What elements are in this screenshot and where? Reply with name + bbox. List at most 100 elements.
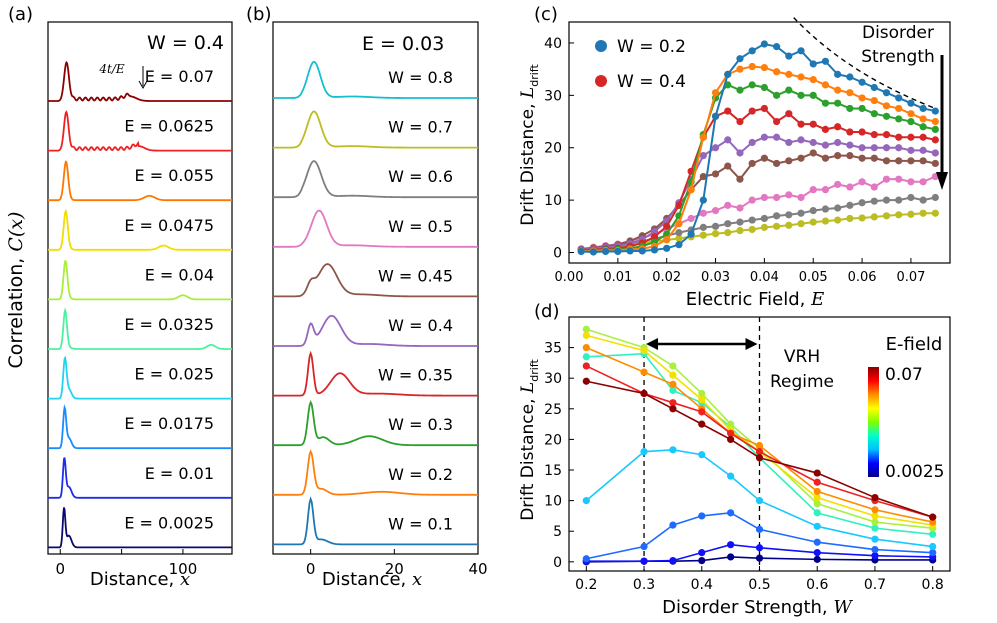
data-point bbox=[772, 43, 781, 51]
data-point bbox=[834, 180, 842, 189]
data-point bbox=[698, 556, 706, 565]
data-point bbox=[834, 123, 842, 131]
data-point bbox=[772, 222, 781, 230]
x-tick-label: 0.00 bbox=[555, 270, 584, 285]
data-point bbox=[698, 451, 706, 459]
data-point bbox=[907, 110, 915, 118]
series-label: W = 0.35 bbox=[378, 366, 453, 385]
data-point bbox=[931, 193, 939, 202]
data-point bbox=[809, 91, 817, 99]
data-point bbox=[760, 193, 768, 202]
data-point bbox=[882, 144, 891, 152]
data-point bbox=[882, 89, 891, 97]
series-label: E = 0.07 bbox=[145, 67, 214, 86]
series-line bbox=[273, 110, 478, 149]
data-point bbox=[931, 209, 939, 217]
data-point bbox=[650, 227, 659, 236]
data-point bbox=[931, 117, 939, 126]
y-axis-label: Drift Distance, Ldrift bbox=[518, 359, 541, 521]
data-point bbox=[711, 89, 720, 97]
series-line bbox=[48, 457, 232, 499]
y-tick-label: 10 bbox=[544, 193, 562, 209]
panel-b-header: E = 0.03 bbox=[362, 33, 444, 55]
data-point bbox=[931, 107, 939, 115]
data-point bbox=[785, 110, 793, 118]
legend-marker bbox=[595, 75, 607, 87]
data-point bbox=[919, 115, 927, 123]
data-point bbox=[785, 211, 793, 219]
data-point bbox=[809, 207, 817, 215]
x-tick-label: 0.7 bbox=[864, 577, 886, 593]
panel-d-letter: (d) bbox=[534, 301, 559, 322]
data-point bbox=[858, 94, 866, 102]
y-tick-label: 25 bbox=[544, 402, 562, 418]
data-point bbox=[736, 226, 744, 235]
data-point bbox=[785, 157, 793, 165]
data-point bbox=[882, 212, 891, 220]
data-point bbox=[602, 247, 610, 256]
colorbar-min-label: 0.0025 bbox=[885, 462, 944, 482]
data-point bbox=[919, 178, 927, 186]
data-point bbox=[772, 91, 781, 99]
data-point bbox=[760, 63, 768, 72]
data-point bbox=[711, 170, 720, 178]
series-label: E = 0.025 bbox=[135, 365, 215, 384]
data-point bbox=[882, 196, 891, 204]
data-point bbox=[871, 524, 879, 532]
series-line bbox=[48, 60, 232, 102]
data-point bbox=[727, 435, 735, 444]
data-point bbox=[895, 211, 903, 219]
x-tick-label: 0.02 bbox=[652, 270, 681, 285]
data-point bbox=[809, 76, 817, 84]
data-point bbox=[698, 512, 706, 520]
data-point bbox=[871, 512, 879, 520]
data-point bbox=[727, 472, 735, 480]
x-tick-label: 0.8 bbox=[922, 577, 944, 593]
series-line bbox=[48, 260, 232, 301]
data-point bbox=[663, 244, 671, 252]
colorbar-title: E-field bbox=[886, 334, 943, 355]
series-label: E = 0.0175 bbox=[124, 414, 214, 433]
data-point bbox=[895, 115, 903, 123]
series-line bbox=[273, 209, 478, 248]
y-tick-label: 30 bbox=[544, 88, 562, 104]
series-line bbox=[273, 400, 478, 447]
x-tick-label: 100 bbox=[169, 560, 198, 578]
data-point bbox=[797, 209, 805, 217]
x-tick-label: 0.05 bbox=[799, 270, 828, 285]
data-point bbox=[929, 530, 937, 538]
data-point bbox=[858, 104, 866, 113]
data-point bbox=[687, 214, 695, 223]
data-point bbox=[846, 141, 854, 149]
data-point bbox=[882, 157, 891, 165]
x-tick-label: 0.5 bbox=[748, 577, 770, 593]
x-axis-label: Electric Field, E bbox=[686, 289, 825, 310]
y-axis-label: Drift Distance, Ldrift bbox=[518, 64, 541, 226]
y-tick-label: 30 bbox=[544, 371, 562, 387]
data-point bbox=[699, 172, 707, 181]
data-point bbox=[748, 81, 756, 89]
x-tick-label: 0.06 bbox=[848, 270, 877, 285]
data-point bbox=[724, 107, 732, 115]
series-label: W = 0.7 bbox=[388, 118, 453, 137]
y-tick-label: 0 bbox=[553, 555, 562, 571]
data-point bbox=[846, 73, 854, 81]
y-tick-label: 5 bbox=[553, 524, 562, 540]
data-point bbox=[931, 125, 939, 134]
series-line bbox=[585, 365, 933, 518]
data-point bbox=[919, 157, 927, 165]
series-line bbox=[48, 404, 232, 450]
data-point bbox=[727, 420, 735, 428]
data-point bbox=[813, 469, 821, 477]
data-point bbox=[675, 229, 683, 237]
data-point bbox=[727, 509, 735, 517]
data-point bbox=[834, 70, 842, 78]
data-point bbox=[846, 214, 854, 223]
data-point bbox=[711, 144, 720, 152]
series-label: E = 0.0625 bbox=[124, 117, 214, 136]
data-point bbox=[699, 133, 707, 141]
panel-b-letter: (b) bbox=[246, 4, 271, 25]
x-tick-label: 40 bbox=[468, 560, 487, 578]
data-point bbox=[663, 235, 671, 244]
data-point bbox=[724, 70, 732, 78]
